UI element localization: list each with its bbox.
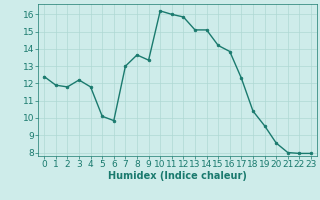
X-axis label: Humidex (Indice chaleur): Humidex (Indice chaleur) bbox=[108, 171, 247, 181]
